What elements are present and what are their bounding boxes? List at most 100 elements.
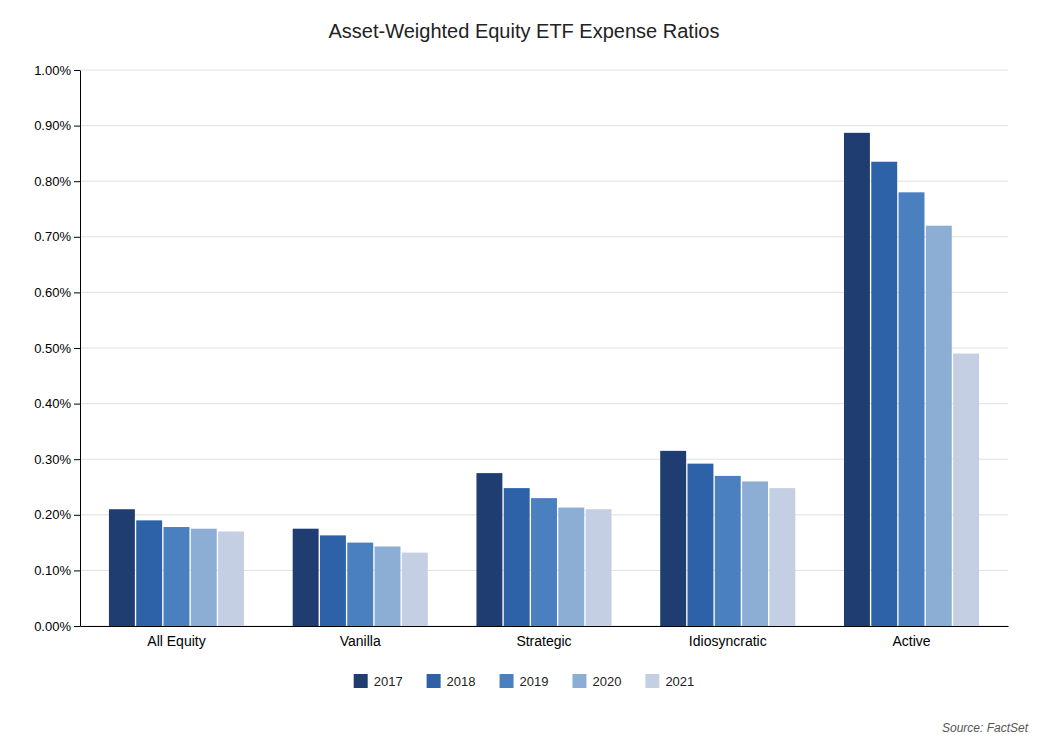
bar [375,546,401,626]
x-tick: All Equity [147,633,205,649]
legend: 2017 2018 2019 2020 2021 [354,674,695,689]
bar-series [109,133,870,626]
y-tick-label: 0.80% [34,174,71,189]
bar [769,488,795,626]
y-tick-mark [74,348,80,349]
bar [844,133,870,626]
y-tick-mark [74,70,80,71]
bar [715,476,741,626]
x-tick-label: Active [892,633,930,649]
y-tick: 0.80% [34,174,80,189]
legend-swatch [354,674,368,688]
grid [80,70,1008,626]
bar [558,508,584,626]
y-tick: 1.00% [34,63,80,78]
bar [136,520,162,626]
x-tick-label: Strategic [516,633,571,649]
bar-series [218,354,979,626]
bar-series [136,162,897,626]
bars [109,133,979,626]
y-tick: 0.70% [34,229,80,244]
legend-label: 2021 [665,674,694,689]
y-tick-label: 1.00% [34,63,71,78]
x-tick: Active [892,633,930,649]
y-tick: 0.20% [34,507,80,522]
annotation: Source: FactSet [942,721,1029,735]
x-tick-label: All Equity [147,633,205,649]
legend-swatch [572,674,586,688]
bar [293,529,319,626]
y-tick-label: 0.90% [34,118,71,133]
bar [742,481,768,626]
bar [531,498,557,626]
bar [402,553,428,626]
y-tick-mark [74,626,80,627]
bar-series [191,226,952,626]
y-axis: 0.00% 0.10% 0.20% 0.30% 0.40% 0.50% 0.60% 0.70%… [34,63,80,634]
y-tick-label: 0.60% [34,285,71,300]
y-tick: 0.30% [34,452,80,467]
y-tick-mark [74,237,80,238]
bar [926,226,952,626]
bar [871,162,897,626]
bar [688,464,714,626]
legend-swatch [427,674,441,688]
bar [586,509,612,626]
y-tick: 0.60% [34,285,80,300]
bar [218,531,244,626]
y-axis-line [80,71,81,627]
chart: Asset-Weighted Equity ETF Expense Ratios… [0,0,1048,746]
y-tick-mark [74,292,80,293]
legend-item: 2018 [427,674,476,689]
bar [320,535,346,626]
y-tick: 0.90% [34,118,80,133]
legend-label: 2018 [447,674,476,689]
legend-item: 2019 [500,674,549,689]
y-tick-label: 0.00% [34,619,71,634]
x-tick: Idiosyncratic [689,633,767,649]
x-axis-line [81,626,1009,627]
y-tick-mark [74,404,80,405]
x-tick-label: Vanilla [340,633,381,649]
y-tick-label: 0.50% [34,341,71,356]
y-tick-mark [74,126,80,127]
y-tick-label: 0.30% [34,452,71,467]
legend-swatch [645,674,659,688]
y-tick: 0.10% [34,563,80,578]
bar-series [164,192,925,626]
y-tick-label: 0.10% [34,563,71,578]
bar [899,192,925,626]
grid-line [80,70,1008,71]
bar [347,543,373,626]
y-tick-label: 0.70% [34,229,71,244]
y-tick: 0.00% [34,619,80,634]
y-tick: 0.50% [34,341,80,356]
legend-swatch [500,674,514,688]
y-tick-label: 0.40% [34,396,71,411]
y-tick-mark [74,181,80,182]
bar [191,529,217,626]
legend-label: 2017 [374,674,403,689]
legend-label: 2020 [592,674,621,689]
bar [953,354,979,626]
y-tick-mark [74,459,80,460]
y-tick-mark [74,515,80,516]
grid-line [80,125,1008,126]
legend-label: 2019 [520,674,549,689]
legend-item: 2017 [354,674,403,689]
x-tick: Vanilla [340,633,381,649]
legend-item: 2020 [572,674,621,689]
x-tick-label: Idiosyncratic [689,633,767,649]
bar [476,473,502,626]
y-tick: 0.40% [34,396,80,411]
legend-item: 2021 [645,674,694,689]
y-tick-mark [74,570,80,571]
x-tick: Strategic [516,633,571,649]
y-tick-label: 0.20% [34,507,71,522]
title: Asset-Weighted Equity ETF Expense Ratios [329,20,720,42]
bar [164,527,190,626]
bar [660,451,686,626]
bar [109,509,135,626]
bar [504,488,530,626]
x-axis: All Equity Vanilla Strategic Idiosyncratic A… [81,627,1009,649]
